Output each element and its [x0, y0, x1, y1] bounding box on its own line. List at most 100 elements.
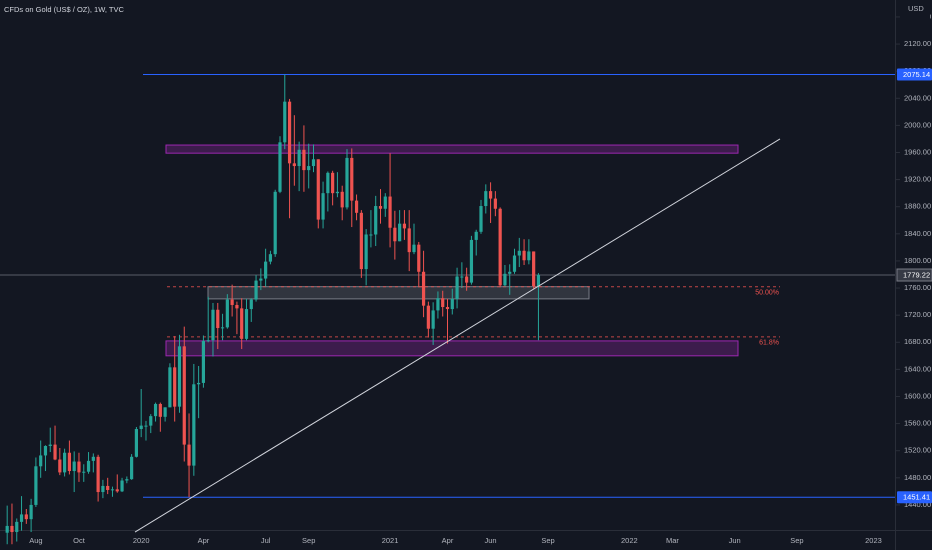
- y-tick-label: 1480.00: [904, 473, 931, 482]
- candle-body: [139, 425, 143, 430]
- unit-bg: [900, 2, 930, 22]
- zone: [165, 144, 739, 154]
- candle-body: [412, 244, 416, 253]
- candle-body: [187, 444, 191, 466]
- price-label-bg: [897, 68, 932, 81]
- candle-body: [58, 459, 62, 473]
- candle-body: [383, 196, 387, 209]
- x-tick-label: Sep: [302, 536, 315, 545]
- candle-body: [134, 429, 139, 457]
- candle-body: [216, 309, 220, 329]
- y-tick-label: 1960.00: [904, 147, 931, 156]
- candle-body: [120, 480, 124, 492]
- x-tick-label: 2021: [382, 536, 399, 545]
- candle-body: [407, 228, 411, 253]
- candle-body: [259, 278, 263, 281]
- candle-body: [240, 308, 244, 339]
- candle-body: [5, 525, 9, 533]
- candle-body: [86, 460, 91, 472]
- candle-body: [335, 191, 340, 194]
- x-tick-label: Jun: [485, 536, 497, 545]
- candle-body: [115, 489, 119, 492]
- candle-body: [292, 163, 296, 167]
- candle-body: [264, 261, 268, 279]
- candle-body: [460, 276, 464, 278]
- candle-body: [130, 456, 134, 480]
- candle-body: [512, 255, 517, 272]
- candle-body: [244, 309, 249, 339]
- candle-body: [53, 444, 57, 460]
- y-tick-label: 1640.00: [904, 364, 931, 373]
- candle-body: [393, 227, 397, 242]
- candle-body: [307, 166, 311, 171]
- y-tick-label: 2040.00: [904, 93, 931, 102]
- candle-body: [177, 346, 182, 407]
- candle-body: [522, 250, 526, 261]
- candle-body: [249, 299, 253, 310]
- candle-body: [283, 101, 287, 143]
- candle-body: [498, 208, 502, 286]
- candle-body: [235, 304, 239, 309]
- candle-body: [158, 403, 162, 417]
- candle-body: [426, 305, 430, 329]
- y-tick-label: 1760.00: [904, 283, 931, 292]
- candle-body: [417, 244, 421, 272]
- candle-body: [153, 403, 158, 417]
- candle-body: [331, 172, 335, 194]
- candle-body: [39, 455, 43, 467]
- x-tick-label: 2020: [133, 536, 150, 545]
- x-tick-label: Sep: [790, 536, 803, 545]
- candle-body: [34, 466, 38, 505]
- x-tick-label: Oct: [73, 536, 86, 545]
- candle-body: [254, 280, 258, 300]
- candle-body: [211, 309, 215, 341]
- candle-body: [441, 298, 445, 308]
- y-tick-label: 1720.00: [904, 310, 931, 319]
- candle-body: [302, 149, 306, 171]
- candle-body: [316, 159, 320, 220]
- candle-body: [436, 298, 440, 311]
- candle-body: [125, 479, 129, 481]
- candle-body: [287, 101, 292, 164]
- price-label: 2075.14: [903, 70, 930, 79]
- candle-body: [96, 456, 100, 493]
- candle-body: [48, 444, 52, 446]
- candle-body: [43, 445, 48, 456]
- y-tick-label: 1840.00: [904, 229, 931, 238]
- candle-body: [517, 250, 521, 256]
- candle-body: [67, 452, 71, 472]
- candle-body: [364, 234, 368, 270]
- candle-body: [220, 327, 225, 329]
- candle-body: [354, 200, 359, 213]
- candle-body: [508, 271, 512, 274]
- y-tick-label: 1600.00: [904, 391, 931, 400]
- candle-body: [268, 254, 273, 262]
- candle-body: [311, 159, 316, 167]
- candle-body: [297, 149, 301, 167]
- candle-body: [474, 231, 478, 240]
- candle-body: [402, 223, 407, 229]
- x-tick-label: Aug: [29, 536, 42, 545]
- candle-body: [206, 340, 210, 342]
- candle-body: [182, 346, 186, 445]
- candle-body: [225, 299, 229, 328]
- candle-body: [493, 198, 497, 209]
- candle-body: [479, 206, 483, 232]
- zone: [165, 340, 739, 357]
- candle-body: [431, 310, 435, 329]
- candle-body: [388, 196, 392, 228]
- candle-body: [359, 212, 363, 270]
- x-tick-label: Jul: [261, 536, 271, 545]
- candle-body: [532, 251, 536, 287]
- candle-body: [273, 191, 277, 255]
- candle-body: [503, 273, 507, 286]
- candle-body: [15, 521, 19, 533]
- x-tick-label: Jun: [729, 536, 741, 545]
- candle-body: [91, 456, 95, 461]
- candle-body: [201, 340, 206, 383]
- candle-body: [144, 425, 148, 427]
- fib-label: 61.8%: [759, 340, 779, 347]
- x-tick-label: 2023: [865, 536, 882, 545]
- candle-body: [110, 489, 115, 491]
